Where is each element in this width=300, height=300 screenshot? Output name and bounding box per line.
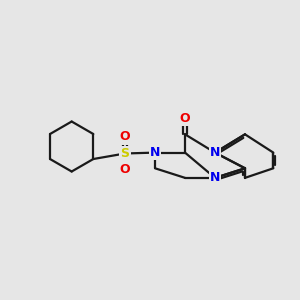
Text: O: O bbox=[120, 130, 130, 143]
Text: N: N bbox=[210, 171, 220, 184]
Text: N: N bbox=[210, 146, 220, 159]
Text: N: N bbox=[150, 146, 160, 159]
Text: O: O bbox=[120, 163, 130, 176]
Text: O: O bbox=[180, 112, 190, 125]
Text: S: S bbox=[121, 147, 130, 160]
